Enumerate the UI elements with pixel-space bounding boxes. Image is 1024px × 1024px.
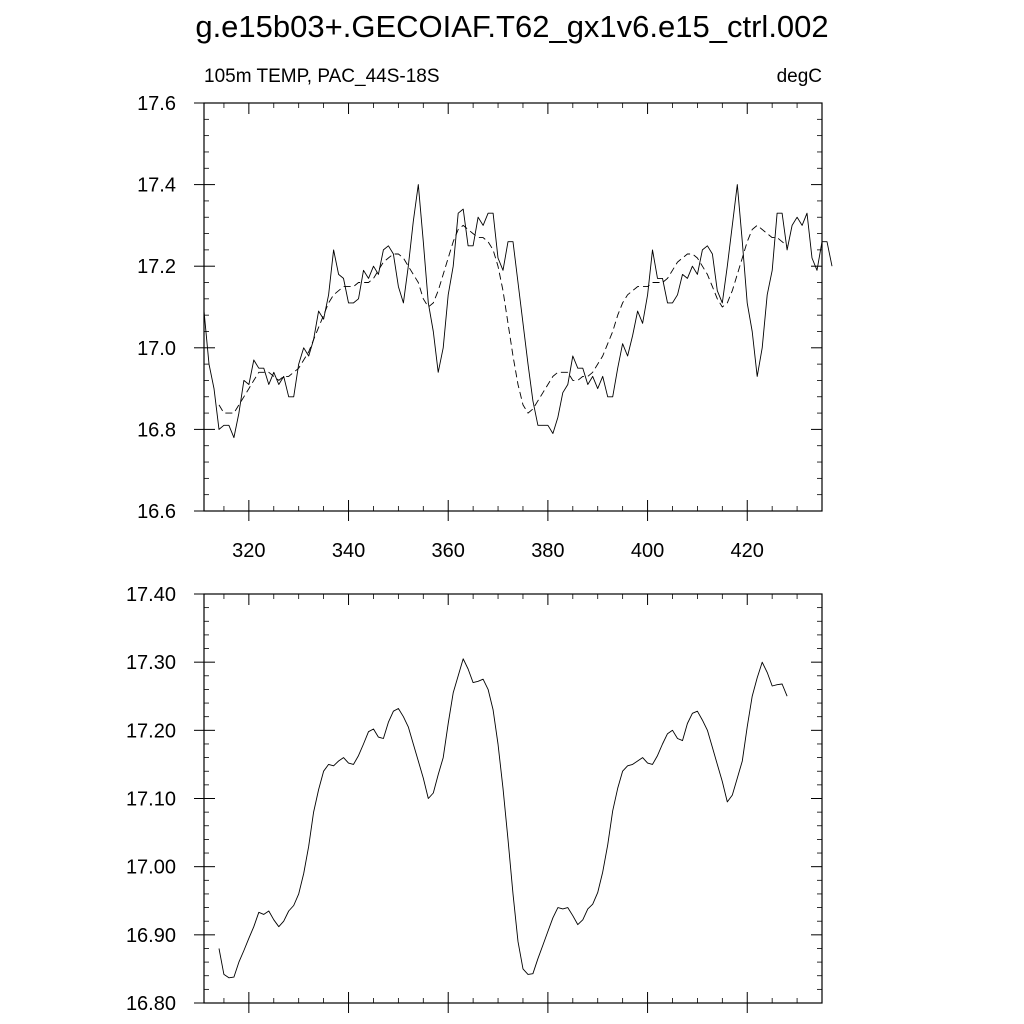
- bottom-chart-panel: 16.80 16.90 17.00 17.10 17.20 17.30 17.40: [126, 584, 823, 1015]
- bottom-y-tick-label: 17.10: [126, 789, 176, 811]
- top-chart-subtitle-left: 105m TEMP, PAC_44S-18S: [204, 66, 440, 87]
- top-y-tick-label: 17.0: [137, 338, 176, 360]
- bottom-y-tick-label: 17.20: [126, 720, 176, 742]
- top-x-tick-label: 320: [232, 540, 265, 562]
- top-y-tick-label: 16.6: [137, 501, 176, 523]
- bottom-y-tick-label: 16.80: [126, 993, 176, 1015]
- top-chart-subtitle-right: degC: [777, 66, 822, 87]
- top-x-tick-label: 360: [432, 540, 465, 562]
- top-y-tick-label: 17.2: [137, 256, 176, 278]
- top-x-tick-label: 420: [731, 540, 764, 562]
- top-y-tick-label: 17.6: [137, 93, 176, 115]
- bottom-y-tick-label: 17.00: [126, 857, 176, 879]
- top-y-tick-label: 16.8: [137, 419, 176, 441]
- bottom-y-tick-label: 17.40: [126, 584, 176, 606]
- top-plot-frame: [203, 102, 823, 512]
- bottom-y-tick-label: 16.90: [126, 925, 176, 947]
- top-series-line-solid: [203, 184, 833, 439]
- top-x-tick-label: 400: [631, 540, 664, 562]
- top-series-line-dashed: [218, 224, 788, 414]
- top-y-tick-label: 17.4: [137, 175, 176, 197]
- top-x-tick-label: 380: [531, 540, 564, 562]
- top-x-tick-label: 340: [332, 540, 365, 562]
- bottom-series-line-solid: [218, 658, 788, 979]
- figure-title: g.e15b03+.GECOIAF.T62_gx1v6.e15_ctrl.002: [195, 9, 828, 44]
- top-chart-panel: 105m TEMP, PAC_44S-18S degC 320 340 360 380…: [137, 66, 833, 562]
- bottom-y-tick-label: 17.30: [126, 652, 176, 674]
